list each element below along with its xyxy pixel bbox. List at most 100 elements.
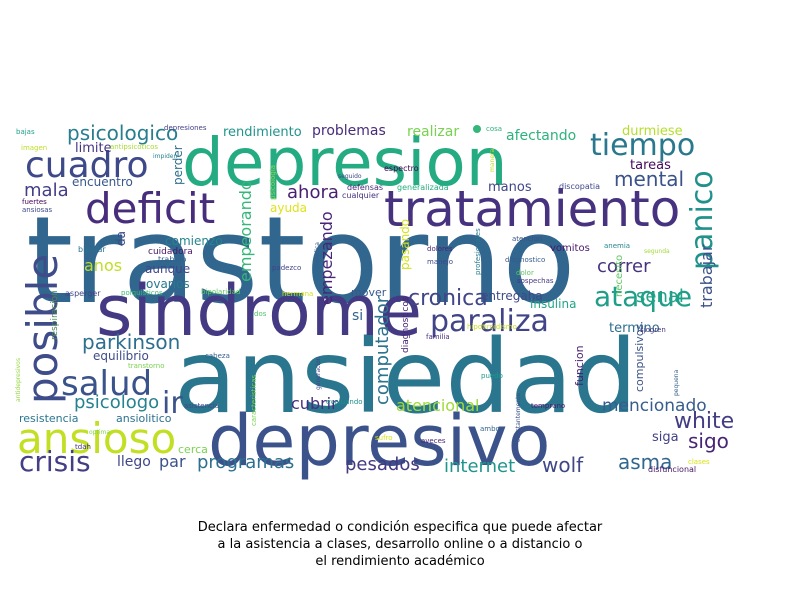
word-asma: asma (618, 450, 672, 474)
word-par: par (159, 452, 186, 471)
word-pesados: pesados (345, 454, 420, 475)
word-sigo: sigo (688, 429, 729, 453)
word-sindrome: sindrome (96, 270, 422, 352)
word-seguido: seguido (338, 173, 362, 180)
word-bajas: bajas (16, 128, 35, 136)
word-evaluando: evaluando (326, 398, 363, 406)
word-psicologo: psicologo (74, 392, 159, 413)
word-mala: mala (24, 180, 69, 201)
word-discopatia: discopatia (559, 182, 600, 191)
word-transtorno: transtorno (128, 362, 165, 370)
word-anemia: anemia (604, 242, 630, 250)
word-ahora: ahora (287, 182, 339, 203)
word-disfuncional: disfuncional (648, 465, 696, 474)
word-asistencia: asistencia (184, 402, 219, 410)
word-termino: termino (609, 321, 660, 336)
word-empeorando: empeorando (236, 180, 255, 282)
word-diagnostico: diagnostico (505, 256, 545, 264)
dot-marker (473, 125, 481, 133)
word-pasando: pasando (398, 219, 412, 270)
word-encuentro: encuentro (72, 175, 133, 189)
word-depresion: depresion (182, 124, 508, 201)
word-dolores: dolores (427, 245, 453, 253)
word-tareas: tareas (630, 158, 671, 173)
word-polquisticos: polquisticos (121, 289, 163, 297)
word-comienzo: comienzo (165, 234, 223, 248)
word-si: si (352, 308, 363, 324)
word-psicologico: psicologico (67, 121, 178, 145)
word-antipsicoticos: antipsicoticos (110, 143, 158, 151)
word-hipotiroidismo: hipotiroidismo (467, 323, 517, 331)
word-imagen: imagen (21, 144, 47, 152)
word-trabajo: trabajo (158, 255, 187, 264)
word-manera: manera (489, 149, 496, 172)
caption-line-3: el rendimiento académico (315, 554, 485, 569)
word-cubrir: cubrir (291, 394, 338, 413)
word-impiden: impiden (153, 153, 177, 160)
word-constantemente: constantemente (515, 393, 522, 442)
word-ansiedad: ansiedad (174, 318, 637, 437)
word-mental: mental (614, 167, 684, 191)
word-computador: computador (372, 295, 393, 405)
word-anos: anos (84, 256, 122, 275)
word-manejo: manejo (427, 258, 453, 266)
word-espectro: espectro (384, 164, 419, 173)
word-profesionales: profesionales (474, 228, 482, 275)
caption-line-2: a la asistencia a clases, desarrollo onl… (217, 537, 583, 552)
word-ir: ir (162, 386, 183, 421)
word-trabajar: trabajar (697, 244, 716, 308)
word-cabeza: cabeza (205, 352, 230, 360)
word-correr: correr (597, 256, 651, 277)
word-compulsivos: compulsivos (633, 323, 646, 392)
word-pequena: pequena (673, 369, 680, 396)
word-generacion: generacion (315, 356, 322, 390)
word-mover: mover (351, 286, 387, 299)
word-cuidadora: cuidadora (148, 247, 193, 257)
word-problemas: problemas (312, 123, 386, 139)
word-funcion: funcion (573, 345, 586, 386)
word-sjogren: sjogren (640, 326, 666, 334)
word-salud: salud (61, 364, 152, 404)
word-bipolaridad: bipolaridad (201, 288, 240, 296)
word-crisis: crisis (19, 445, 91, 478)
word-deficit: deficit (85, 184, 215, 233)
word-complica: complica (314, 242, 321, 269)
word-posible: posible (18, 254, 67, 404)
word-resistencia: resistencia (19, 412, 78, 425)
word-wolf: wolf (542, 453, 584, 477)
word-psicologia: psicologia (269, 165, 277, 200)
word-ansioso: ansioso (17, 414, 176, 463)
word-senal: senal (636, 286, 684, 307)
word-necesito: necesito (614, 255, 625, 297)
word-cualquier: cualquier (342, 191, 380, 200)
word-respiracion: respiracion (50, 290, 60, 340)
word-realizar: realizar (407, 124, 459, 140)
word-defensas: defensas (347, 183, 383, 192)
word-empezando: empezando (317, 211, 336, 305)
word-panico: panico (685, 170, 720, 270)
word-tratamiento: tratamiento (384, 180, 680, 238)
caption-line-1: Declara enfermedad o condición especific… (197, 520, 603, 535)
word-cerca: cerca (178, 443, 208, 456)
word-cuadro: cuadro (25, 145, 149, 186)
word-paraliza: paraliza (430, 304, 549, 339)
word-asperger: asperger (65, 289, 101, 298)
word-vomitos: vomitos (550, 243, 590, 254)
word-caracteristicas: caracteristicas (250, 374, 258, 426)
word-optima: optima (89, 429, 110, 436)
word-da: da (114, 231, 128, 246)
word-aveces: aveces (421, 437, 446, 445)
word-white: white (674, 409, 734, 434)
word-afectando: afectando (506, 128, 576, 144)
word-ambos: ambos (480, 425, 504, 433)
word-programas: programas (197, 452, 294, 473)
word-aunque: aunque (145, 262, 190, 276)
word-atencion: atencion (512, 235, 542, 243)
word-puedo: puedo (481, 372, 503, 380)
word-dolor: dolor (516, 269, 534, 277)
word-depresivo: depresivo (208, 400, 550, 482)
word-fuertes: fuertes (22, 198, 47, 206)
word-equilibrio: equilibrio (93, 349, 149, 363)
word-ovarios: ovarios (146, 277, 190, 291)
word-cronica: cronica (408, 286, 488, 311)
